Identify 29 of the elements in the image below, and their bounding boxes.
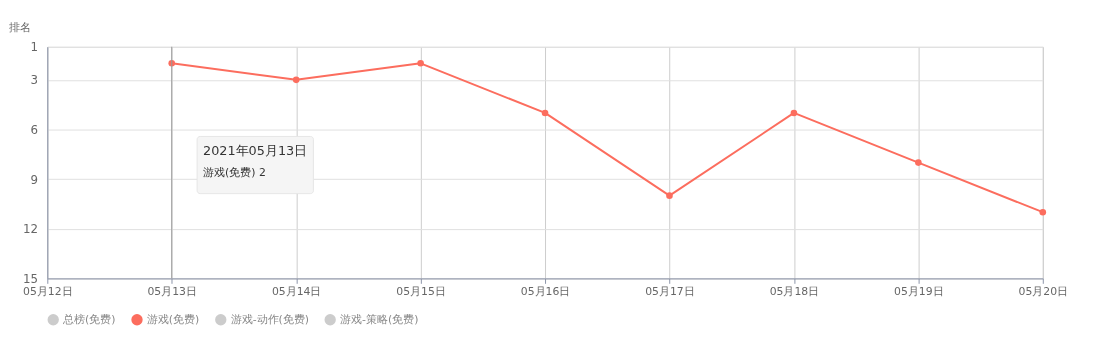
y-tick-label: 6 <box>30 122 38 137</box>
point <box>1039 208 1047 216</box>
x-tick-label: 05月15日 <box>396 284 446 298</box>
y-tick-label: 3 <box>30 73 38 88</box>
y-tick-label: 12 <box>22 222 38 237</box>
y-tick-label: 15 <box>22 271 38 286</box>
x-tick-label: 05月17日 <box>645 284 695 298</box>
x-tick-label: 05月20日 <box>1018 284 1069 298</box>
y-axis-title: 排名 <box>8 20 31 34</box>
legend-label: 总榜(免费) <box>62 312 116 326</box>
x-tick-label: 05月14日 <box>271 284 322 298</box>
y-tick-label: 9 <box>30 172 38 187</box>
point <box>915 159 922 166</box>
x-tick-label: 05月18日 <box>769 284 820 298</box>
annotation: 2021年05月13日 <box>203 143 308 159</box>
point <box>292 76 300 84</box>
point <box>541 109 549 117</box>
legend-label: 游戏-动作(免费) <box>230 312 309 326</box>
point <box>790 109 798 117</box>
x-tick-label: 05月16日 <box>520 284 571 298</box>
y-tick-label: 1 <box>30 40 38 55</box>
point <box>666 192 673 199</box>
x-tick-label: 05月12日 <box>23 284 73 298</box>
point <box>417 60 424 67</box>
legend-label: 游戏(免费) <box>146 312 200 326</box>
x-tick-label: 05月19日 <box>894 284 944 298</box>
annotation: 游戏(免费) 2 <box>203 165 266 179</box>
legend-label: 游戏-策略(免费) <box>340 312 419 326</box>
x-tick-label: 05月13日 <box>147 284 198 298</box>
